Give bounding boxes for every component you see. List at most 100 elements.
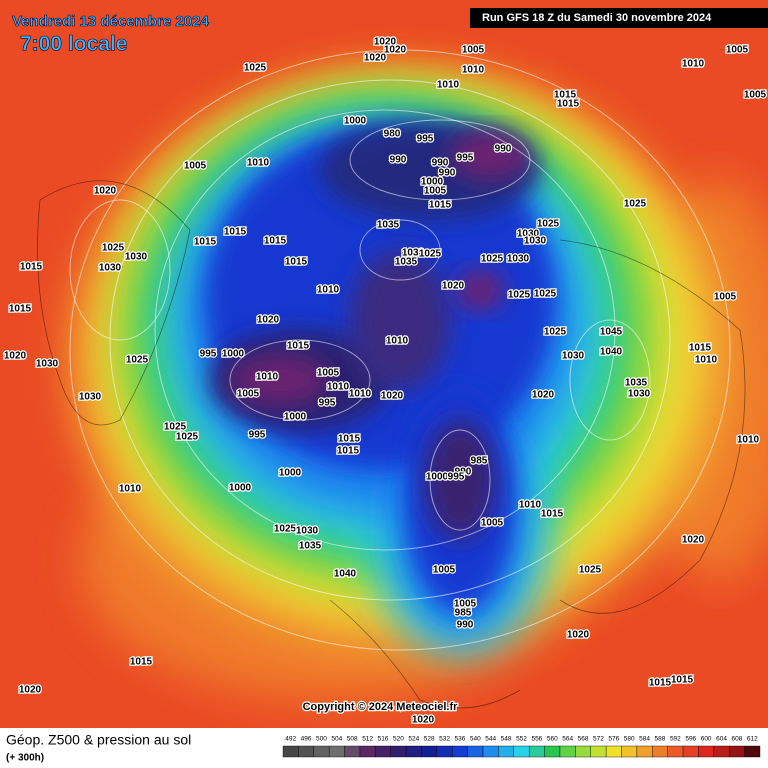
scale-label: 564 <box>562 736 573 743</box>
isobar-label: 980 <box>384 129 401 140</box>
isobar-label: 1035 <box>299 541 322 552</box>
scale-label: 584 <box>639 736 650 743</box>
isobar-label: 1000 <box>279 468 302 479</box>
scale-label: 548 <box>501 736 512 743</box>
isobar-label: 1015 <box>287 341 310 352</box>
isobar-label: 1025 <box>419 249 442 260</box>
isobar-label: 1030 <box>99 263 122 274</box>
isobar-label: 985 <box>471 456 488 467</box>
isobar-label: 1015 <box>541 509 564 520</box>
isobar-label: 1015 <box>20 262 43 273</box>
isobar-label: 1015 <box>9 304 32 315</box>
isobar-label: 1015 <box>429 200 452 211</box>
scale-label: 492 <box>285 736 296 743</box>
isobar-label: 1025 <box>544 327 567 338</box>
isobar-label: 1010 <box>119 484 142 495</box>
isobar-label: 1010 <box>317 285 340 296</box>
copyright: Copyright © 2024 Meteociel.fr <box>303 701 459 713</box>
isobar-label: 1020 <box>412 715 435 726</box>
isobar-label: 1030 <box>517 229 540 240</box>
isobar-label: 1000 <box>426 472 449 483</box>
isobar-label: 1025 <box>164 422 187 433</box>
isobar-label: 1030 <box>36 359 59 370</box>
scale-swatch <box>559 745 576 758</box>
scale-label: 508 <box>347 736 358 743</box>
isobar-label: 1015 <box>130 657 153 668</box>
isobar-label: 1025 <box>176 432 199 443</box>
isobar-label: 990 <box>432 158 449 169</box>
isobar-label: 1010 <box>437 80 460 91</box>
footer-title: Géop. Z500 & pression au sol <box>6 732 191 748</box>
scale-swatch <box>605 745 622 758</box>
scale-label: 524 <box>408 736 419 743</box>
isobar-label: 1020 <box>567 630 590 641</box>
isobar-label: 1015 <box>671 675 694 686</box>
isobar-label: 1005 <box>714 292 737 303</box>
isobar-label: 1025 <box>579 565 602 576</box>
isobar-label: 1025 <box>274 524 297 535</box>
scale-label: 592 <box>670 736 681 743</box>
scale-label: 572 <box>593 736 604 743</box>
isobar-label: 1005 <box>424 186 447 197</box>
isobar-label: 1030 <box>402 248 425 259</box>
isobar-label: 1020 <box>4 351 27 362</box>
isobar-label: 990 <box>495 144 512 155</box>
scale-label: 504 <box>331 736 342 743</box>
isobar-label: 1000 <box>229 483 252 494</box>
scale-swatch <box>467 745 484 758</box>
scale-swatch <box>344 745 361 758</box>
scale-label: 560 <box>547 736 558 743</box>
isobar-label: 1020 <box>257 315 280 326</box>
scale-swatch <box>590 745 607 758</box>
isobar-label: 1030 <box>524 236 547 247</box>
forecast-time: 7:00 locale <box>20 33 127 56</box>
isobar-label: 1025 <box>126 355 149 366</box>
scale-label: 604 <box>716 736 727 743</box>
isobar-label: 1005 <box>317 368 340 379</box>
isobar-label: 1035 <box>377 220 400 231</box>
isobar-label: 1005 <box>454 599 477 610</box>
isobar-label: 990 <box>457 620 474 631</box>
isobar-label: 1005 <box>744 90 767 101</box>
isobar-label: 1030 <box>79 392 102 403</box>
isobar-label: 1015 <box>554 90 577 101</box>
isobar-label: 1040 <box>600 347 623 358</box>
scale-swatch <box>544 745 561 758</box>
scale-swatch <box>375 745 391 758</box>
scale-swatch <box>744 745 761 758</box>
isobar-label: 1000 <box>284 412 307 423</box>
isobar-label: 1040 <box>334 569 357 580</box>
scale-swatch <box>682 745 699 758</box>
scale-swatch <box>313 745 330 758</box>
isobar-label: 1020 <box>94 186 117 197</box>
isobar-label: 995 <box>200 349 217 360</box>
isobar-label: 1005 <box>481 518 504 529</box>
run-info: Run GFS 18 Z du Samedi 30 novembre 2024 <box>482 12 712 24</box>
run-box <box>470 8 768 28</box>
isobar-label: 990 <box>439 168 456 179</box>
isobar-label: 1020 <box>364 53 387 64</box>
isobar-label: 1010 <box>327 382 350 393</box>
scale-label: 536 <box>455 736 466 743</box>
isobar-label: 1010 <box>349 389 372 400</box>
scale-swatch <box>405 745 422 758</box>
scale-label: 588 <box>655 736 666 743</box>
scale-label: 596 <box>685 736 696 743</box>
isobar-label: 1010 <box>519 500 542 511</box>
scale-label: 540 <box>470 736 481 743</box>
scale-label: 580 <box>624 736 635 743</box>
isobar-label: 1020 <box>381 391 404 402</box>
isobar-label: 1025 <box>102 243 125 254</box>
scale-label: 544 <box>485 736 496 743</box>
scale-label: 496 <box>301 736 312 743</box>
isobar-label: 985 <box>455 608 472 619</box>
isobar-label: 990 <box>455 467 472 478</box>
isobar-label: 995 <box>457 153 474 164</box>
isobar-label: 1025 <box>481 254 504 265</box>
isobar-label: 1020 <box>442 281 465 292</box>
scale-label: 528 <box>424 736 435 743</box>
scale-swatch <box>713 745 730 758</box>
isobar-label: 1030 <box>628 389 651 400</box>
isobar-label: 1010 <box>256 372 279 383</box>
